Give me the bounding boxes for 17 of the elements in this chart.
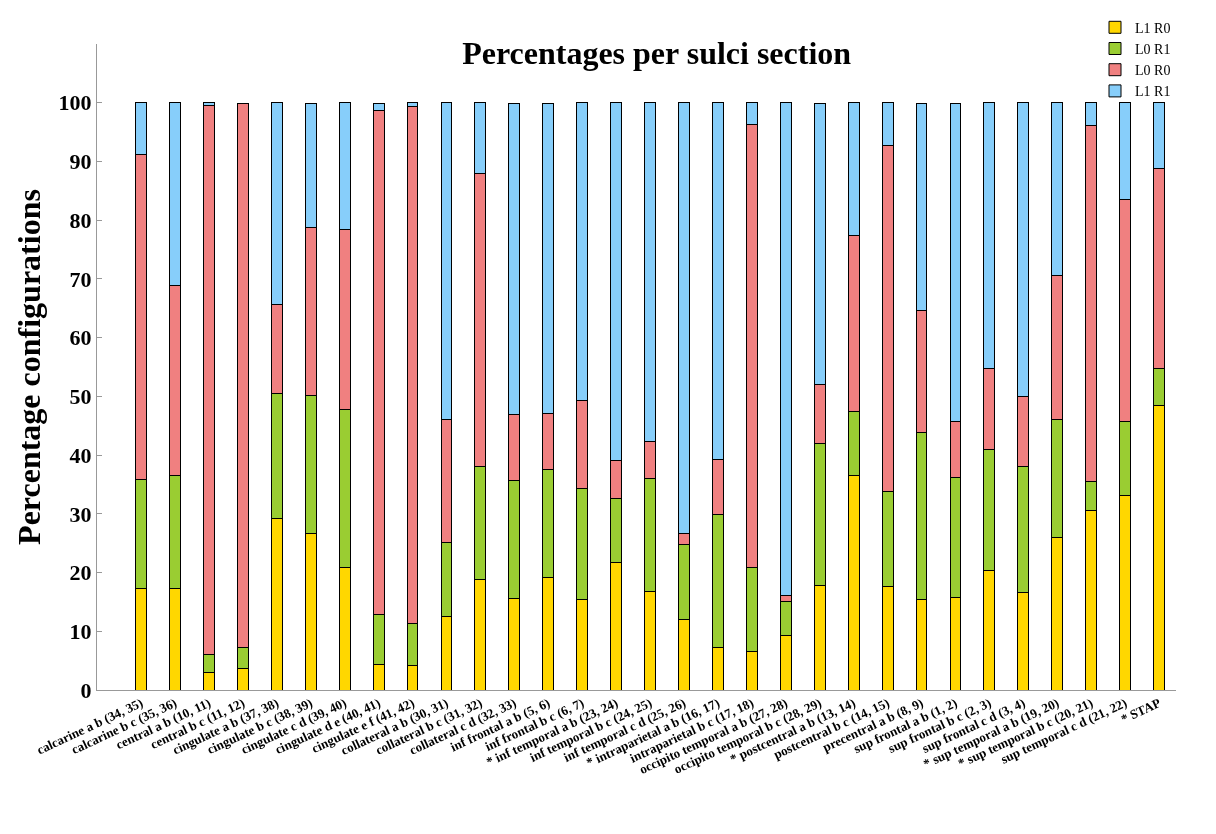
- legend-label: L0 R0: [1135, 63, 1171, 79]
- y-tick-label: 20: [69, 560, 92, 586]
- y-tick-label: 40: [69, 442, 92, 468]
- legend-label: L0 R1: [1135, 41, 1171, 57]
- legend-label: L1 R1: [1135, 84, 1171, 100]
- y-tick-label: 60: [69, 325, 92, 351]
- chart-title: Percentages per sulci section: [462, 35, 852, 72]
- y-tick-label: 70: [69, 266, 92, 292]
- y-tick-label: 80: [69, 207, 92, 233]
- y-tick-label: 90: [69, 149, 92, 175]
- y-tick-label: 10: [69, 618, 92, 644]
- y-tick-label: 30: [69, 501, 92, 527]
- y-axis-title: Percentage configurations: [10, 189, 47, 545]
- y-tick-label: 50: [69, 384, 92, 410]
- legend-label: L1 R0: [1135, 20, 1171, 36]
- y-tick-label: 0: [80, 677, 92, 703]
- y-tick-label: 100: [58, 90, 92, 116]
